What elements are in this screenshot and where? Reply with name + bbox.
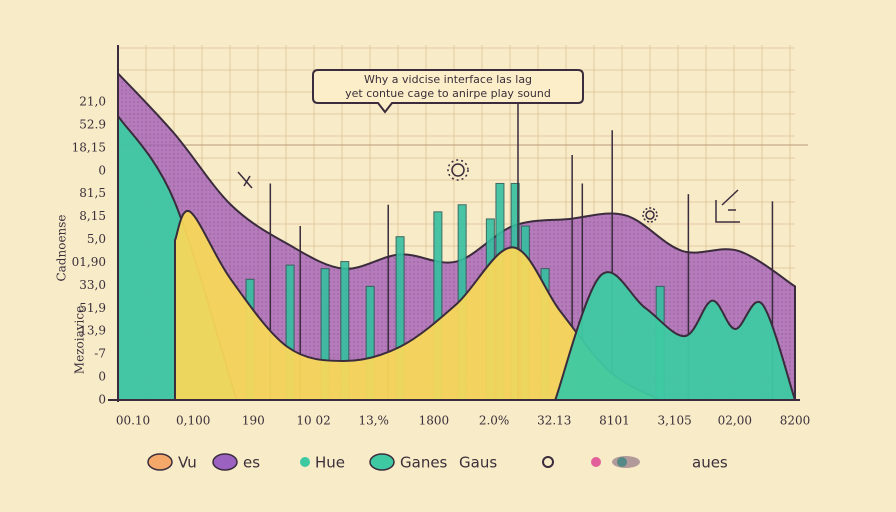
x-tick-label: 190 bbox=[242, 414, 265, 428]
y-tick-label: 01,90 bbox=[72, 255, 106, 269]
x-tick-label: 8200 bbox=[780, 414, 811, 428]
x-tick-label: 10 02 bbox=[296, 414, 330, 428]
legend-dot bbox=[591, 457, 601, 467]
x-tick-label: 1800 bbox=[419, 414, 450, 428]
y-tick-label: -7 bbox=[94, 347, 106, 361]
y-tick-label: 0 bbox=[98, 370, 106, 384]
legend-swatch bbox=[147, 453, 173, 471]
callout: Why a vidcise interface las lag yet cont… bbox=[312, 69, 584, 114]
legend-label: Vu bbox=[178, 454, 197, 472]
legend-label: aues bbox=[692, 454, 728, 472]
plot-area bbox=[117, 70, 797, 401]
x-tick-label: 0,100 bbox=[176, 414, 210, 428]
legend: Vu es Hue Ganes Gaus aues bbox=[147, 453, 728, 472]
legend-swatch bbox=[369, 453, 395, 471]
legend-label: Ganes bbox=[400, 454, 448, 472]
legend-label: Hue bbox=[315, 454, 345, 472]
x-tick-label: 32.13 bbox=[537, 414, 571, 428]
legend-label: es bbox=[243, 454, 260, 472]
decor-icons bbox=[237, 159, 740, 223]
x-tick-label: 00.10 bbox=[116, 414, 150, 428]
y-tick-label: 81,5 bbox=[79, 186, 106, 200]
y-axis-label: Cadnoense bbox=[55, 214, 69, 281]
x-tick-label: 2.0% bbox=[479, 414, 510, 428]
y-tick-label: 5,0 bbox=[87, 232, 106, 246]
y-tick-label: 0 bbox=[98, 163, 106, 177]
legend-label: Gaus bbox=[459, 454, 497, 472]
area bbox=[553, 271, 797, 401]
callout-line: Why a vidcise interface las lag bbox=[364, 73, 532, 86]
x-tick-label: 3,105 bbox=[657, 414, 691, 428]
y-tick-label: 33,0 bbox=[79, 278, 106, 292]
x-tick-label: 02,00 bbox=[718, 414, 752, 428]
y-tick-label: 13,9 bbox=[79, 324, 106, 338]
legend-swatch bbox=[300, 457, 310, 467]
y-tick-label: 21,0 bbox=[79, 95, 106, 109]
legend-swatch bbox=[542, 456, 554, 468]
y-tick-label: 52.9 bbox=[79, 117, 106, 131]
y-tick-label: 0 bbox=[98, 393, 106, 407]
x-tick-label: 13,% bbox=[358, 414, 389, 428]
x-tick-label: 8101 bbox=[599, 414, 630, 428]
legend-blur bbox=[612, 456, 640, 468]
callout-line: yet contue cage to anirpe play sound bbox=[345, 87, 551, 100]
y-tick-label: 51,9 bbox=[79, 301, 106, 315]
y-tick-label: 18,15 bbox=[72, 140, 106, 154]
y-tick-label: 8,15 bbox=[79, 209, 106, 223]
legend-swatch bbox=[212, 453, 238, 471]
y-axis-label: Mezoiavice bbox=[73, 306, 87, 374]
